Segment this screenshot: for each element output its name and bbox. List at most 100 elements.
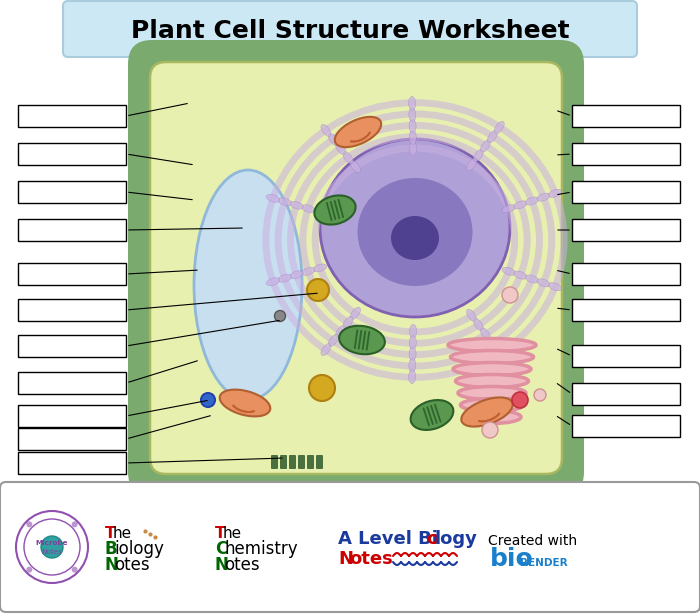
FancyBboxPatch shape <box>18 219 126 241</box>
FancyBboxPatch shape <box>18 335 126 357</box>
Ellipse shape <box>410 141 416 156</box>
Ellipse shape <box>525 197 538 205</box>
Ellipse shape <box>409 370 416 384</box>
Ellipse shape <box>494 121 504 133</box>
Ellipse shape <box>278 274 291 282</box>
Ellipse shape <box>537 193 550 201</box>
Ellipse shape <box>290 201 303 209</box>
FancyBboxPatch shape <box>18 452 126 474</box>
Ellipse shape <box>302 268 315 276</box>
Ellipse shape <box>466 309 476 322</box>
Ellipse shape <box>473 149 483 162</box>
Text: he: he <box>223 525 242 541</box>
Ellipse shape <box>24 519 80 575</box>
Text: he: he <box>113 525 132 541</box>
Ellipse shape <box>343 152 353 164</box>
Ellipse shape <box>220 389 270 416</box>
FancyBboxPatch shape <box>572 383 680 405</box>
FancyBboxPatch shape <box>18 181 126 203</box>
Ellipse shape <box>525 275 538 283</box>
Ellipse shape <box>514 201 527 209</box>
Ellipse shape <box>473 319 483 331</box>
FancyBboxPatch shape <box>18 428 126 450</box>
Text: B: B <box>105 540 118 558</box>
Ellipse shape <box>343 316 353 328</box>
FancyBboxPatch shape <box>18 105 126 127</box>
Ellipse shape <box>71 566 78 573</box>
Ellipse shape <box>480 140 490 152</box>
Ellipse shape <box>549 189 562 197</box>
Ellipse shape <box>321 344 331 355</box>
Ellipse shape <box>487 337 497 349</box>
Text: Notes: Notes <box>41 549 62 555</box>
Ellipse shape <box>463 410 521 424</box>
Ellipse shape <box>466 159 476 171</box>
Ellipse shape <box>335 325 346 338</box>
Text: Created with: Created with <box>488 534 577 548</box>
Text: T: T <box>105 525 116 541</box>
Text: C: C <box>215 540 228 558</box>
FancyBboxPatch shape <box>18 143 126 165</box>
FancyBboxPatch shape <box>18 405 126 427</box>
Ellipse shape <box>274 311 286 322</box>
FancyBboxPatch shape <box>0 482 700 612</box>
Ellipse shape <box>328 133 338 146</box>
Ellipse shape <box>335 117 382 147</box>
Text: Microbe: Microbe <box>36 540 69 546</box>
Ellipse shape <box>482 422 498 438</box>
Ellipse shape <box>458 386 526 400</box>
FancyBboxPatch shape <box>307 455 314 469</box>
Ellipse shape <box>537 279 550 287</box>
Ellipse shape <box>409 108 416 122</box>
Ellipse shape <box>487 130 497 143</box>
Ellipse shape <box>494 346 504 359</box>
Ellipse shape <box>335 143 346 154</box>
Ellipse shape <box>411 400 454 430</box>
Ellipse shape <box>514 271 527 279</box>
Ellipse shape <box>409 347 416 361</box>
Ellipse shape <box>453 362 531 376</box>
Text: N: N <box>338 550 353 568</box>
Ellipse shape <box>391 216 439 260</box>
FancyBboxPatch shape <box>18 372 126 394</box>
Ellipse shape <box>266 278 280 285</box>
FancyBboxPatch shape <box>572 263 680 285</box>
Ellipse shape <box>328 335 338 346</box>
Ellipse shape <box>351 308 360 319</box>
Ellipse shape <box>409 97 416 111</box>
Ellipse shape <box>351 161 360 173</box>
Ellipse shape <box>194 170 302 400</box>
FancyBboxPatch shape <box>18 263 126 285</box>
Ellipse shape <box>307 279 329 301</box>
Ellipse shape <box>27 566 32 573</box>
Ellipse shape <box>201 393 215 407</box>
FancyBboxPatch shape <box>572 345 680 367</box>
Ellipse shape <box>314 208 327 216</box>
Ellipse shape <box>16 511 88 583</box>
Text: hemistry: hemistry <box>224 540 298 558</box>
Ellipse shape <box>27 522 32 528</box>
Text: iology: iology <box>114 540 164 558</box>
Ellipse shape <box>41 536 63 558</box>
Ellipse shape <box>410 130 416 145</box>
FancyBboxPatch shape <box>63 1 637 57</box>
Ellipse shape <box>314 196 356 224</box>
Ellipse shape <box>502 205 515 213</box>
Ellipse shape <box>409 359 416 372</box>
Ellipse shape <box>461 399 524 411</box>
FancyBboxPatch shape <box>572 219 680 241</box>
Ellipse shape <box>502 267 515 276</box>
Ellipse shape <box>278 198 291 205</box>
Ellipse shape <box>266 194 280 202</box>
Text: A Level Bi: A Level Bi <box>338 530 438 548</box>
Ellipse shape <box>451 351 533 363</box>
Ellipse shape <box>461 397 512 427</box>
Text: otes: otes <box>114 556 150 574</box>
Ellipse shape <box>302 205 315 213</box>
FancyBboxPatch shape <box>572 143 680 165</box>
Ellipse shape <box>534 389 546 401</box>
Ellipse shape <box>320 139 510 317</box>
Ellipse shape <box>358 178 472 286</box>
Text: otes: otes <box>349 550 393 568</box>
Ellipse shape <box>321 124 331 137</box>
